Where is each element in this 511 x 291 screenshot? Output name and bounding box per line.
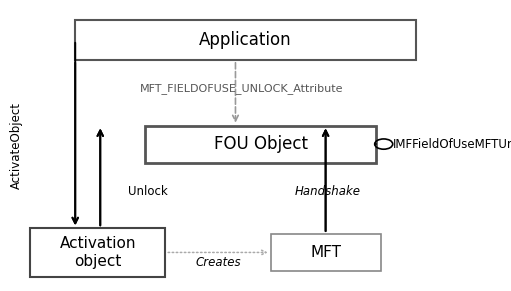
FancyBboxPatch shape bbox=[75, 20, 416, 60]
Text: MFT: MFT bbox=[310, 245, 341, 260]
Text: Handshake: Handshake bbox=[295, 184, 361, 198]
Text: Unlock: Unlock bbox=[128, 184, 168, 198]
FancyBboxPatch shape bbox=[145, 125, 376, 163]
FancyBboxPatch shape bbox=[30, 228, 166, 277]
Text: FOU Object: FOU Object bbox=[214, 135, 308, 153]
Text: Activation
object: Activation object bbox=[59, 236, 136, 269]
FancyBboxPatch shape bbox=[270, 234, 381, 271]
Text: IMFFieldOfUseMFTUnlock: IMFFieldOfUseMFTUnlock bbox=[393, 138, 511, 150]
Text: Application: Application bbox=[199, 31, 292, 49]
Text: Creates: Creates bbox=[195, 256, 241, 269]
Text: MFT_FIELDOFUSE_UNLOCK_Attribute: MFT_FIELDOFUSE_UNLOCK_Attribute bbox=[141, 83, 344, 94]
Text: ActivateObject: ActivateObject bbox=[10, 102, 22, 189]
